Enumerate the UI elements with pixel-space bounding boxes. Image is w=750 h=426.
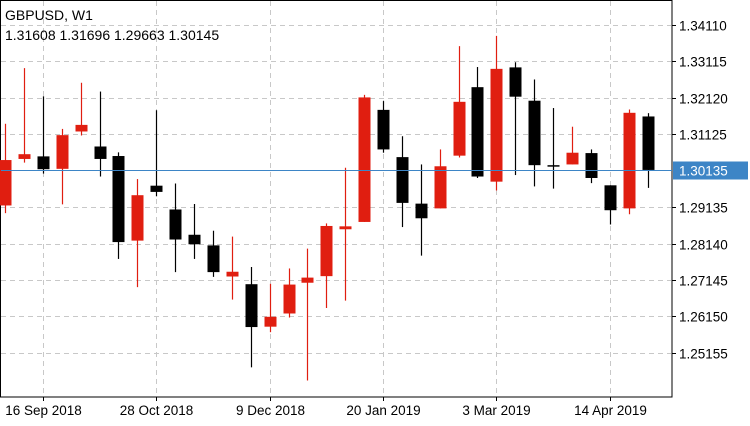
candle-body	[150, 185, 163, 192]
current-price-label: 1.30135	[679, 164, 728, 179]
timeframe-label: W1	[71, 7, 93, 23]
ohlc-high-value: 1.31696	[59, 27, 111, 43]
candle-body	[339, 226, 352, 230]
x-tick-label: 16 Sep 2018	[5, 403, 82, 418]
candle-body	[75, 124, 88, 132]
ohlc-close-value: 1.30145	[168, 27, 220, 43]
candle-body	[264, 316, 277, 327]
y-tick-label: 1.31125	[679, 128, 727, 143]
x-tick-label: 20 Jan 2019	[346, 403, 420, 418]
candle-body	[471, 87, 484, 177]
y-tick-label: 1.29135	[679, 201, 728, 216]
candle-body	[320, 225, 333, 277]
candle-body	[112, 156, 125, 243]
plot-area-frame	[0, 0, 673, 398]
y-tick-label: 1.25155	[679, 347, 728, 362]
y-tick-label: 1.26150	[679, 310, 728, 325]
candle-body	[490, 68, 503, 182]
candle-body	[377, 109, 390, 150]
candle-body	[245, 284, 258, 328]
candle-body	[18, 154, 31, 159]
candle-body	[56, 135, 69, 169]
candle-body	[226, 271, 239, 277]
candle-body	[585, 153, 598, 178]
y-tick-label: 1.33115	[679, 55, 727, 70]
y-tick-label: 1.27145	[679, 274, 728, 289]
candle-body	[169, 209, 182, 240]
candle-body	[604, 185, 617, 211]
candle-body	[94, 146, 107, 159]
candle-body	[207, 245, 220, 273]
x-tick-label: 3 Mar 2019	[462, 403, 530, 418]
candle-body	[0, 160, 12, 206]
candle-body	[642, 116, 655, 170]
ohlc-low-value: 1.29663	[114, 27, 165, 43]
candle-body	[623, 112, 636, 209]
candle-body	[396, 157, 409, 203]
candle-body	[283, 284, 296, 314]
chart-symbol-line: GBPUSD, W1	[5, 7, 93, 23]
candle-body	[188, 234, 201, 245]
y-tick-label: 1.32120	[679, 92, 728, 107]
y-tick-label: 1.34110	[679, 19, 727, 34]
candle-body	[453, 101, 466, 156]
ohlc-values-line: 1.31608 1.31696 1.29663 1.30145	[5, 27, 219, 43]
symbol-label: GBPUSD	[5, 7, 65, 23]
candle-body	[358, 97, 371, 222]
candle-body	[566, 152, 579, 165]
candle-body	[37, 156, 50, 170]
candle-body	[547, 165, 560, 167]
ohlc-open-value: 1.31608	[5, 27, 56, 43]
candle-body	[509, 67, 522, 97]
candle-body	[528, 100, 541, 166]
candle-body	[301, 277, 314, 283]
candle-body	[131, 195, 144, 241]
x-tick-label: 9 Dec 2018	[236, 403, 305, 418]
candle-body	[415, 203, 428, 219]
candle-body	[434, 166, 447, 209]
x-tick-label: 14 Apr 2019	[574, 403, 647, 418]
y-tick-label: 1.28140	[679, 238, 728, 253]
current-price-label-bg	[673, 161, 748, 180]
x-tick-label: 28 Oct 2018	[120, 403, 194, 418]
